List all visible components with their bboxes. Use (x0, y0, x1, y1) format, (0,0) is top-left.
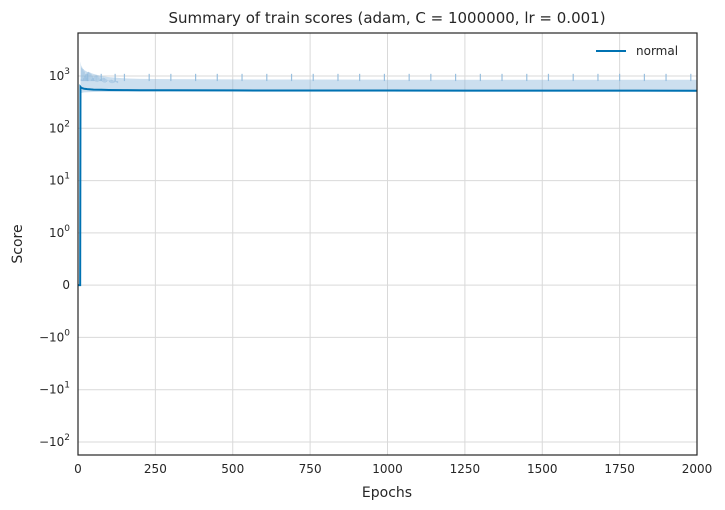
x-tick-label: 1250 (450, 462, 481, 476)
x-tick-label: 750 (299, 462, 322, 476)
x-tick-label: 250 (144, 462, 167, 476)
chart-title: Summary of train scores (adam, C = 10000… (168, 9, 605, 27)
y-tick-label: −102 (39, 433, 70, 449)
x-tick-label: 1750 (604, 462, 635, 476)
legend-label: normal (636, 44, 678, 58)
series-band (78, 61, 697, 286)
y-tick-labels: 103 102 101 100 0 −100 −101 −102 (39, 67, 70, 449)
y-tick-label: 101 (49, 172, 70, 188)
y-tick-label: 0 (62, 278, 70, 292)
series-line (78, 84, 698, 287)
series-lines (78, 84, 698, 287)
x-tick-label: 500 (221, 462, 244, 476)
x-tick-label: 1000 (372, 462, 403, 476)
plot-frame (77, 32, 698, 456)
x-tick-label: 0 (74, 462, 82, 476)
y-tick-label: 102 (49, 119, 70, 135)
y-tick-label: −100 (39, 328, 70, 344)
x-axis-label: Epochs (362, 485, 412, 501)
x-tick-label: 1500 (527, 462, 558, 476)
x-tick-label: 2000 (682, 462, 713, 476)
y-tick-label: 103 (49, 67, 70, 83)
y-axis-label: Score (10, 224, 26, 263)
y-tick-label: −101 (39, 381, 70, 397)
x-tick-labels: 0 250 500 750 1000 1250 1500 1750 2000 (74, 462, 712, 476)
legend: normal (596, 44, 678, 58)
variance-band (78, 61, 697, 286)
y-tick-label: 100 (49, 224, 70, 240)
